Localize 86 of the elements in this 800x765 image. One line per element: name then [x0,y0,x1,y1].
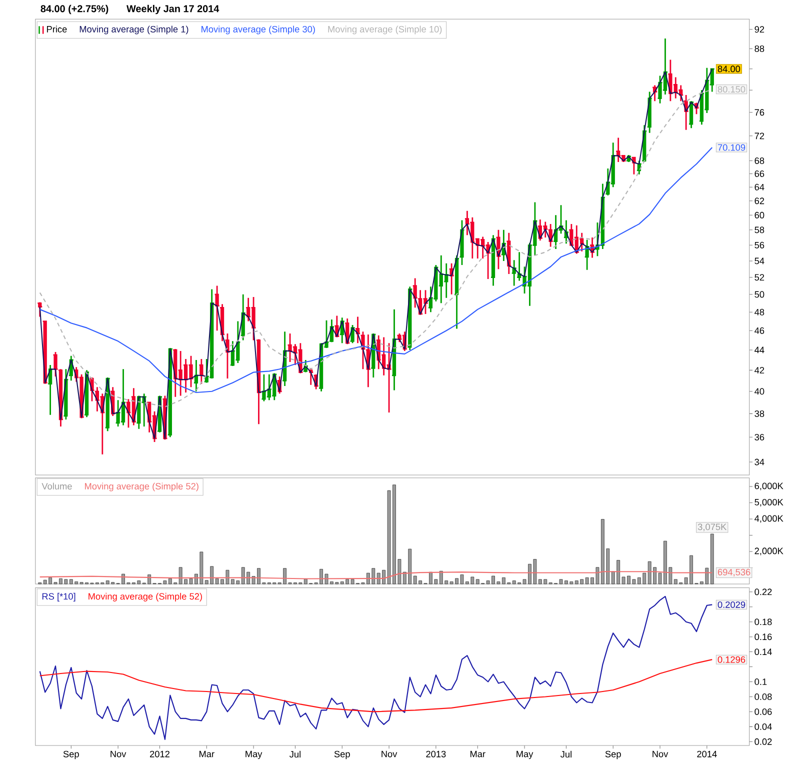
candlestick [120,368,126,426]
y-tick-label: 58 [754,226,764,234]
data-label: 80.150 [718,86,746,93]
chart-title: 84.00 (+2.75%) [40,5,108,14]
x-tick-label: 2014 [697,751,717,758]
y-tick-label: 62 [754,198,764,204]
legend-label: Price [47,26,67,33]
y-tick-label: 46 [754,328,764,334]
candlestick [454,254,460,330]
y-tick-label: 42 [754,367,764,374]
y-tick-label: 56 [754,242,764,249]
line-series [39,659,713,712]
y-tick-label: 40 [754,388,764,395]
y-tick-label: 52 [754,274,764,281]
candlestick [47,364,54,416]
candlestick [652,84,658,102]
y-tick-label: 0.08 [754,694,772,700]
candlestick [224,332,230,380]
x-tick-label: Sep [63,751,79,760]
x-tick-label: Jul [290,751,300,758]
y-tick-label: 54 [754,258,764,264]
x-tick-label: Nov [652,751,668,758]
text: Moving average (Simple 10) [328,26,442,34]
candlestick [448,262,454,296]
text: Moving average (Simple 52) [85,482,198,492]
y-tick-label: 64 [754,184,764,191]
x-tick-label: 2013 [426,751,446,758]
candlestick [584,239,590,271]
candlestick [683,94,689,131]
candlestick [563,220,570,244]
text: RS [*10] [42,593,76,602]
y-tick-label: 0.14 [754,648,772,656]
data-label: 0.1296 [718,656,746,664]
text: Volume [42,482,72,490]
x-tick-label: Sep [334,751,350,760]
x-tick-label: May [516,751,534,760]
candlestick [234,320,241,364]
y-tick-label: 5,000K [754,499,784,507]
y-tick-label: 92 [754,26,764,33]
y-tick-label: 34 [754,458,764,466]
y-tick-label: 0.02 [754,738,772,746]
candlestick [391,308,398,392]
y-tick-label: 6,000K [754,482,784,490]
candlestick [214,285,220,332]
y-tick-label: 0.22 [754,588,772,596]
y-tick-label: 88 [754,46,764,52]
data-label: 3,075K [698,524,727,532]
y-tick-label: 44 [754,347,764,354]
y-tick-label: 0.06 [754,708,772,716]
y-tick-label: 50 [754,291,764,298]
data-label: 0.2029 [718,602,746,608]
y-tick-label: 0.18 [754,618,772,626]
text: Moving average (Simple 52) [88,593,202,602]
candlestick [198,358,204,385]
data-label: 694,536 [718,569,750,577]
line-series [39,147,713,394]
y-tick-label: 36 [754,434,764,441]
y-tick-label: 0.04 [754,724,772,730]
chart-subtitle: Weekly Jan 17 2014 [126,5,220,14]
y-tick-label: 72 [754,132,764,140]
x-tick-label: Nov [382,751,398,758]
y-tick-label: 38 [754,410,764,418]
x-tick-label: Mar [199,751,214,758]
x-tick-label: Jul [560,751,572,758]
y-tick-label: 2,000K [754,548,784,556]
y-tick-label: 48 [754,309,764,316]
x-tick-label: Nov [110,751,126,758]
text: Moving average (Simple 30) [202,26,315,34]
y-tick-label: 68 [754,158,764,164]
candlestick [308,368,314,386]
x-tick-label: May [246,751,262,760]
x-tick-label: 2012 [150,751,170,758]
x-tick-label: Mar [470,751,486,758]
candlestick [193,359,200,392]
x-tick-label: Sep [605,751,621,760]
text: 84.00 [718,66,740,72]
y-tick-label: 76 [754,109,764,116]
y-tick-label: 60 [754,212,764,219]
y-tick-label: 0.16 [754,634,772,640]
y-tick-label: 0.1 [754,678,767,686]
text: Moving average (Simple 1) [80,26,188,34]
candlestick [354,316,361,344]
line-series [39,571,713,580]
y-tick-label: 66 [754,170,764,178]
y-tick-label: 4,000K [754,515,784,523]
data-label: 70.109 [718,144,746,151]
